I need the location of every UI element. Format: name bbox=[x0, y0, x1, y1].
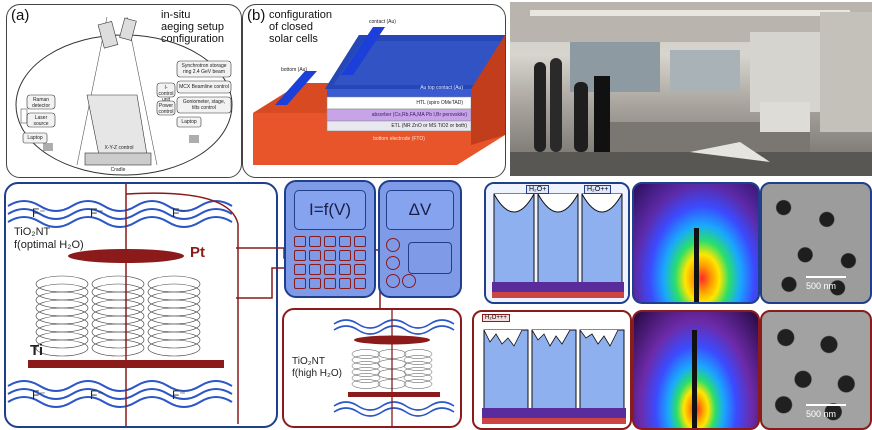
keypad-key[interactable] bbox=[294, 250, 306, 261]
voltmeter-knob[interactable] bbox=[386, 256, 400, 270]
lab-photo bbox=[510, 2, 872, 176]
fluoride-ion: F⁻ bbox=[32, 388, 46, 402]
box-laptop-2: Laptop bbox=[181, 119, 197, 125]
box-laser: Laser source bbox=[33, 115, 49, 127]
lab-photo-illustration bbox=[510, 2, 872, 176]
keypad-key[interactable] bbox=[324, 264, 336, 275]
tube-condition: f(optimal H₂O) bbox=[14, 239, 84, 251]
panel-b-title-line: of closed bbox=[269, 21, 314, 33]
keypad-key[interactable] bbox=[354, 278, 366, 289]
schematic-bottom: H₂O+++ bbox=[472, 310, 632, 430]
voltmeter-knob[interactable] bbox=[386, 238, 400, 252]
layer-top-contact: Au top contact (Au) bbox=[420, 85, 463, 91]
panel-b-title-line: configuration bbox=[269, 9, 332, 21]
anodization-diagram bbox=[7, 184, 239, 426]
box-goniometer: Goniometer, stage, tilts control bbox=[182, 99, 226, 111]
contact-top-label: contact (Au) bbox=[369, 19, 396, 25]
sem-image-bottom: 500 nm bbox=[760, 310, 872, 430]
schematic-top: H₂O+ H₂O++ bbox=[484, 182, 630, 304]
fluoride-ion: F⁻ bbox=[172, 206, 186, 220]
layer-absorber: absorber (Cs,Rb,FA,MA Pb I,Br perovskite… bbox=[371, 112, 467, 118]
panel-b-title-line: solar cells bbox=[269, 33, 318, 45]
panel-a-label: (a) bbox=[11, 7, 30, 24]
keypad-key[interactable] bbox=[309, 278, 321, 289]
iv-keypad bbox=[294, 236, 366, 290]
schematic-tag: H₂O+++ bbox=[482, 314, 510, 322]
iv-display: I=f(V) bbox=[294, 190, 366, 230]
voltmeter: ΔV bbox=[378, 180, 462, 298]
voltmeter-knob[interactable] bbox=[402, 274, 416, 288]
voltmeter-knob[interactable] bbox=[386, 274, 400, 288]
panel-d-anodization: F⁻ F⁻ F⁻ F⁻ F⁻ F⁻ TiO₂NT f(optimal H₂O) … bbox=[4, 182, 278, 428]
schematic-tag: H₂O++ bbox=[584, 185, 612, 194]
tube-label: TiO₂NT bbox=[14, 226, 51, 238]
tube-label: TiO₂NT bbox=[292, 356, 325, 367]
fluoride-ion: F⁻ bbox=[32, 206, 46, 220]
scale-bar bbox=[806, 404, 846, 406]
panel-a-title-line: configuration bbox=[161, 33, 224, 45]
contact-left-label: bottom (Au) bbox=[281, 67, 308, 73]
beamstop bbox=[692, 330, 697, 428]
keypad-key[interactable] bbox=[309, 264, 321, 275]
voltmeter-display: ΔV bbox=[386, 190, 454, 230]
scale-bar-label: 500 nm bbox=[806, 281, 837, 291]
fluoride-ion: F⁻ bbox=[90, 388, 104, 402]
ti-label: Ti bbox=[30, 342, 44, 359]
panel-b-title: configuration of closed solar cells bbox=[269, 9, 332, 45]
box-i-control: I-control unit bbox=[158, 85, 174, 103]
keypad-key[interactable] bbox=[309, 236, 321, 247]
keypad-key[interactable] bbox=[294, 278, 306, 289]
keypad-key[interactable] bbox=[339, 278, 351, 289]
keypad-key[interactable] bbox=[309, 250, 321, 261]
box-laptop: Laptop bbox=[27, 135, 43, 141]
schematic-tag: H₂O+ bbox=[526, 185, 550, 194]
keypad-key[interactable] bbox=[294, 236, 306, 247]
iv-meter: I=f(V) bbox=[284, 180, 376, 298]
keypad-key[interactable] bbox=[294, 264, 306, 275]
fluoride-ion: F⁻ bbox=[172, 388, 186, 402]
cradle-label: Cradle bbox=[110, 167, 126, 173]
layer-etl: ETL (NR ZnO or MS TiO2 or both) bbox=[391, 123, 467, 129]
panel-e-high-water: TiO₂NT f(high H₂O) bbox=[282, 308, 462, 428]
solar-cell-stack bbox=[253, 27, 505, 165]
panel-a-setup: (a) in-situ aeging setup configuration R… bbox=[6, 4, 242, 178]
sem-image-top: 500 nm bbox=[760, 182, 872, 304]
panel-b-solar-cells: (b) configuration of closed solar cells … bbox=[242, 4, 506, 178]
setup-diagram bbox=[15, 16, 233, 176]
box-mcx: MCX Beamline control bbox=[179, 84, 229, 90]
scale-bar-label: 500 nm bbox=[806, 409, 837, 419]
keypad-key[interactable] bbox=[324, 236, 336, 247]
tube-condition: f(high H₂O) bbox=[292, 368, 343, 379]
box-synchrotron: Synchrotron storage ring 2.4 GeV beam bbox=[181, 63, 227, 75]
box-power: Power control bbox=[158, 103, 174, 115]
keypad-key[interactable] bbox=[354, 236, 366, 247]
beamstop bbox=[694, 228, 699, 302]
keypad-key[interactable] bbox=[339, 250, 351, 261]
layer-bottom-electrode: bottom electrode (FTO) bbox=[373, 136, 425, 142]
keypad-key[interactable] bbox=[354, 250, 366, 261]
keypad-key[interactable] bbox=[339, 236, 351, 247]
scale-bar bbox=[806, 276, 846, 278]
heatmap-top bbox=[632, 182, 760, 304]
high-water-diagram bbox=[333, 310, 455, 426]
heatmap-bottom bbox=[632, 310, 760, 430]
nanotube-schematic-top bbox=[486, 184, 628, 302]
keypad-key[interactable] bbox=[324, 278, 336, 289]
keypad-key[interactable] bbox=[354, 264, 366, 275]
panel-a-title-line: aeging setup bbox=[161, 21, 224, 33]
xyz-control-label: X-Y-Z control bbox=[104, 145, 134, 151]
keypad-key[interactable] bbox=[324, 250, 336, 261]
panel-a-title: in-situ aeging setup configuration bbox=[161, 9, 224, 45]
panel-b-label: (b) bbox=[247, 7, 266, 24]
layer-htl: HTL (spiro OMeTAD) bbox=[416, 100, 463, 106]
keypad-key[interactable] bbox=[339, 264, 351, 275]
panel-a-title-line: in-situ bbox=[161, 9, 191, 21]
fluoride-ion: F⁻ bbox=[90, 206, 104, 220]
nanotube-schematic-bottom bbox=[482, 329, 626, 424]
pt-label: Pt bbox=[190, 244, 205, 261]
box-raman: Raman detector bbox=[31, 97, 51, 109]
voltmeter-screen bbox=[408, 242, 452, 274]
